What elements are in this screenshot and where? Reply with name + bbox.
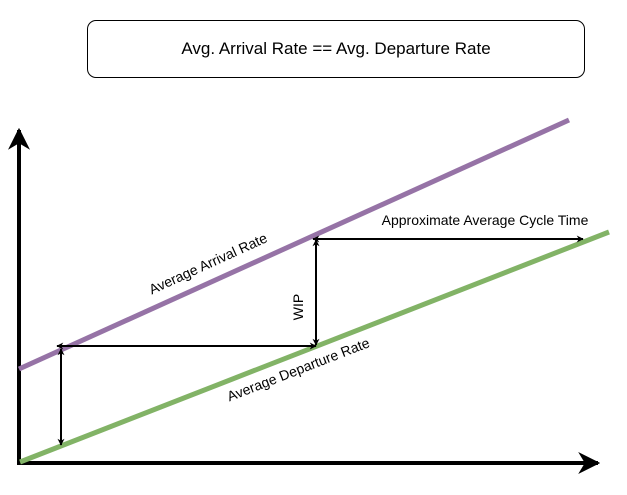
departure-rate-label: Average Departure Rate [225, 334, 372, 404]
arrival-rate-line [17, 117, 571, 372]
diagram-title: Avg. Arrival Rate == Avg. Departure Rate [181, 39, 491, 58]
title-box: Avg. Arrival Rate == Avg. Departure Rate [87, 20, 585, 78]
wip-label: WIP [290, 294, 306, 320]
cycle-time-label: Approximate Average Cycle Time [382, 212, 589, 228]
